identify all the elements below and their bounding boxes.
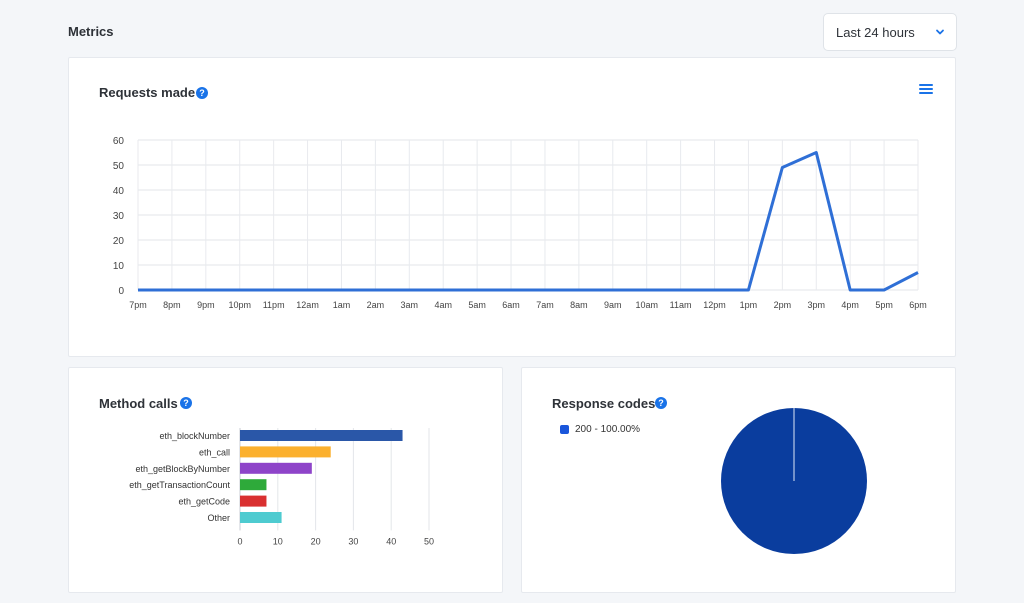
x-tick-label: 10am — [635, 300, 658, 310]
x-tick-label: 9am — [604, 300, 622, 310]
pie-legend[interactable]: 200 - 100.00% — [560, 424, 640, 435]
x-tick-label: 6pm — [909, 300, 927, 310]
legend-swatch — [560, 425, 569, 434]
x-tick-label: 1am — [333, 300, 351, 310]
response-codes-card: Response codes ? 200 - 100.00% — [521, 367, 956, 593]
response-codes-title: Response codes — [552, 396, 656, 411]
page-title: Metrics — [68, 24, 114, 39]
x-tick-label: 2am — [367, 300, 385, 310]
y-tick-label: Other — [207, 513, 230, 523]
x-tick-label: 20 — [311, 536, 321, 546]
help-icon[interactable]: ? — [196, 87, 208, 99]
x-tick-label: 2pm — [774, 300, 792, 310]
bar — [240, 479, 267, 491]
x-tick-label: 12am — [296, 300, 319, 310]
x-tick-label: 7am — [536, 300, 554, 310]
y-tick-label: 50 — [113, 161, 125, 172]
x-tick-label: 10 — [273, 536, 283, 546]
x-tick-label: 11am — [670, 300, 692, 310]
y-tick-label: eth_blockNumber — [159, 431, 230, 441]
x-tick-label: 5am — [468, 300, 486, 310]
chevron-down-icon — [936, 29, 944, 35]
requests-card-title: Requests made — [99, 85, 196, 100]
x-tick-label: 8pm — [163, 300, 181, 310]
y-tick-label: 30 — [113, 211, 125, 222]
bar — [240, 462, 312, 474]
y-tick-label: eth_call — [199, 447, 230, 457]
help-icon[interactable]: ? — [180, 397, 192, 409]
bar — [240, 430, 403, 441]
x-tick-label: 3am — [401, 300, 419, 310]
bar — [240, 446, 331, 458]
x-tick-label: 1pm — [740, 300, 758, 310]
response-codes-pie-chart — [721, 408, 867, 554]
y-tick-label: eth_getBlockByNumber — [135, 464, 230, 474]
y-tick-label: 40 — [113, 186, 125, 197]
x-tick-label: 7pm — [129, 300, 147, 310]
x-tick-label: 11pm — [263, 300, 285, 310]
method-calls-bar-chart: 0 10 20 30 40 50 eth_blockNumber eth_call eth_ge… — [129, 428, 434, 546]
x-tick-label: 10pm — [228, 300, 251, 310]
x-tick-label: 12pm — [703, 300, 726, 310]
series-line — [138, 151, 919, 292]
method-calls-card: Method calls ? 0 10 20 30 40 50 eth_blockNumbe… — [68, 367, 503, 593]
time-range-value: Last 24 hours — [836, 24, 915, 40]
legend-label: 200 - 100.00% — [575, 424, 641, 435]
y-tick-label: 10 — [113, 261, 125, 272]
bar — [240, 512, 282, 523]
x-tick-label: 4am — [434, 300, 452, 310]
requests-line-chart: 0 10 20 30 40 50 60 7pm 8pm 9pm 10pm 11pm 12am 1am 2am… — [113, 136, 927, 310]
x-tick-label: 9pm — [197, 300, 215, 310]
y-tick-label: eth_getCode — [178, 497, 230, 507]
method-calls-title: Method calls — [99, 396, 178, 411]
x-tick-label: 6am — [502, 300, 520, 310]
y-tick-label: 20 — [113, 236, 125, 247]
help-icon[interactable]: ? — [655, 397, 667, 409]
bar — [240, 495, 267, 507]
x-tick-label: 50 — [424, 536, 434, 546]
x-tick-label: 8am — [570, 300, 588, 310]
requests-card: Requests made ? 0 10 20 30 40 50 60 7pm 8pm 9pm 10… — [68, 57, 956, 357]
x-tick-label: 5pm — [875, 300, 893, 310]
hamburger-icon[interactable] — [919, 84, 933, 96]
x-tick-label: 4pm — [841, 300, 859, 310]
x-tick-label: 0 — [237, 536, 242, 546]
x-tick-label: 3pm — [808, 300, 826, 310]
time-range-select[interactable]: Last 24 hours — [823, 13, 957, 51]
x-tick-label: 30 — [348, 536, 358, 546]
y-tick-label: 60 — [113, 136, 125, 147]
x-tick-label: 40 — [386, 536, 396, 546]
y-tick-label: 0 — [118, 286, 124, 297]
y-tick-label: eth_getTransactionCount — [129, 480, 230, 490]
